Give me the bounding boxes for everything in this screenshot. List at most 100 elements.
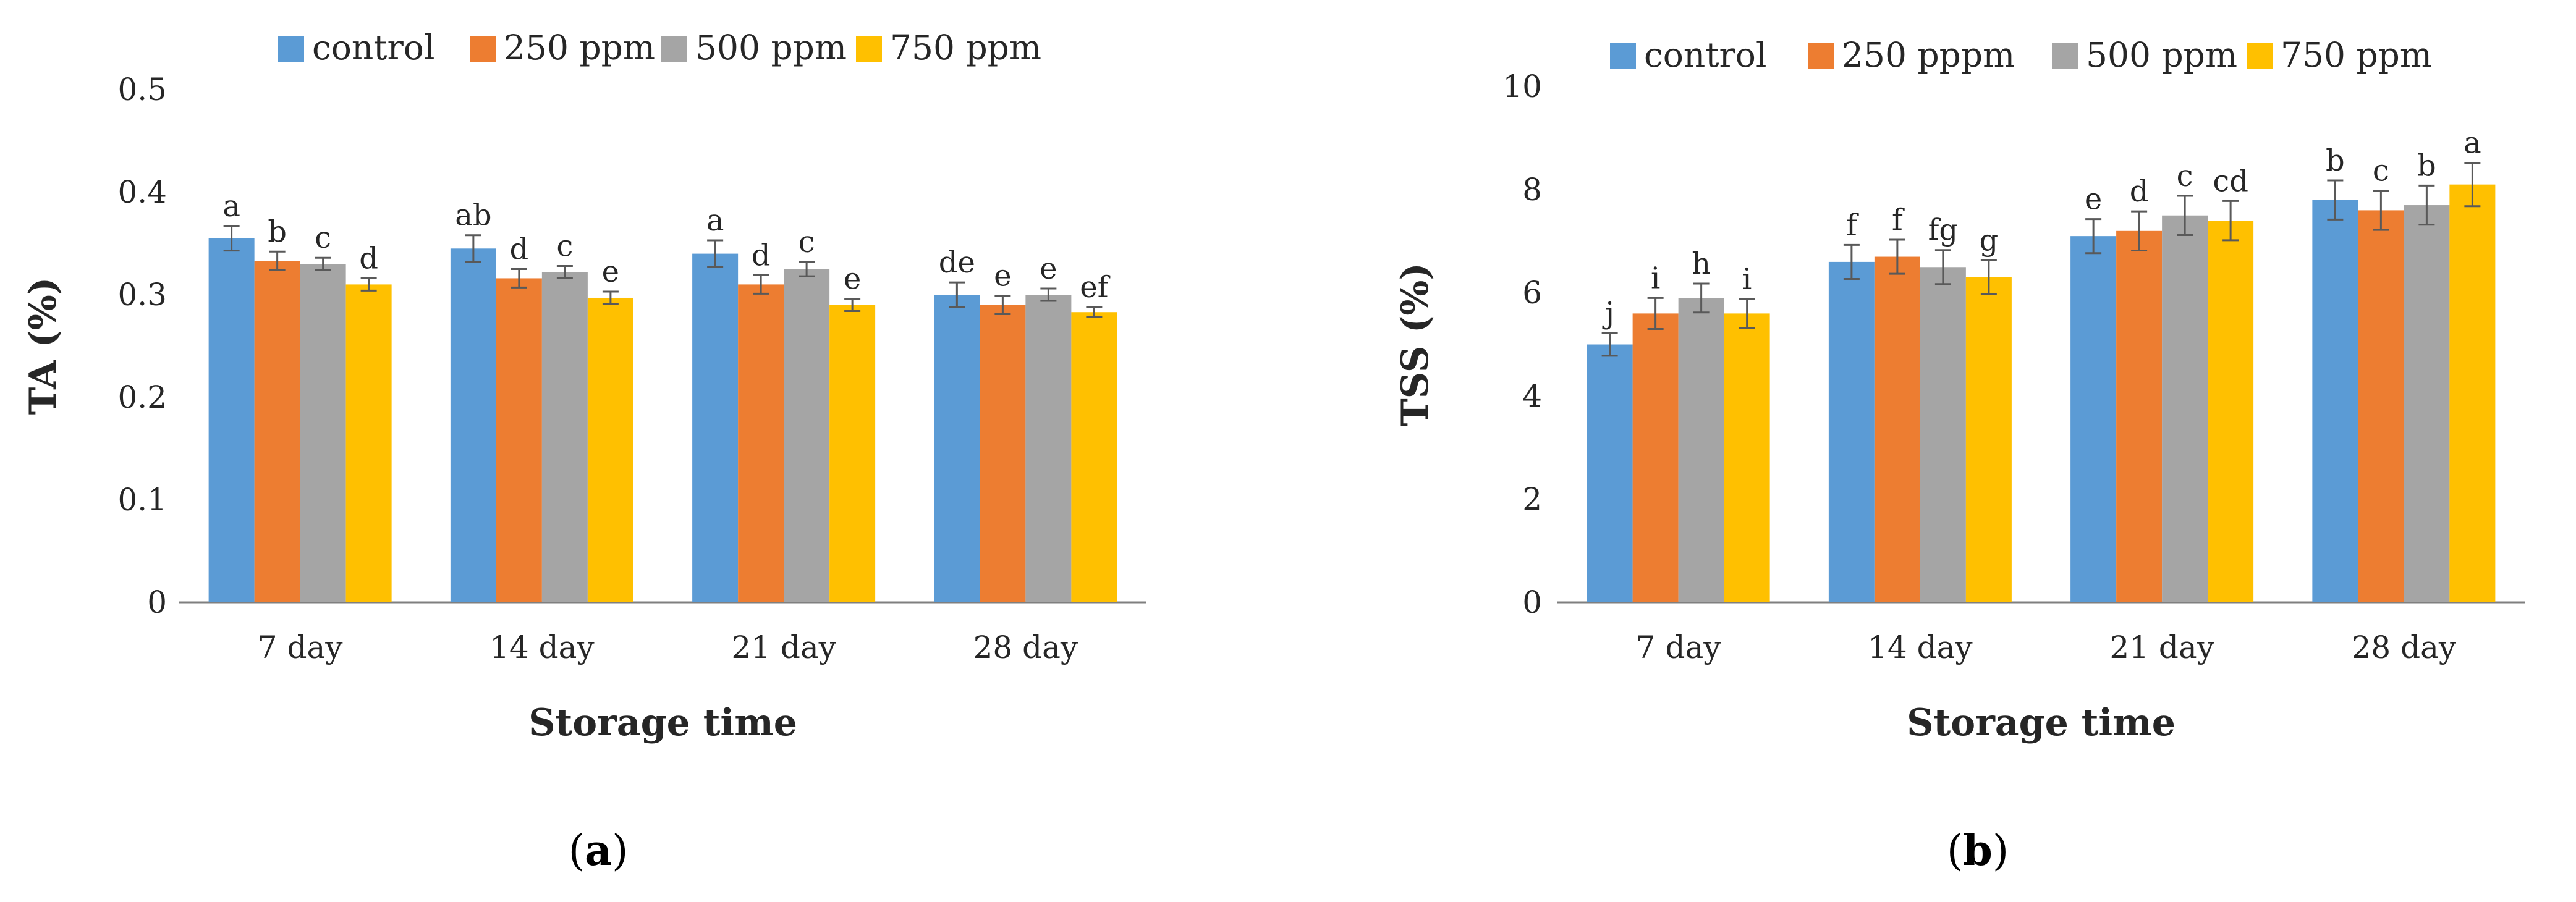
y-tick-label: 0.2	[117, 379, 167, 415]
y-tick-label: 0	[1522, 584, 1542, 620]
significance-label: f	[1892, 203, 1905, 237]
panel-label-b: (b)	[1947, 826, 2009, 875]
bar-750-ppm-21-day	[829, 305, 876, 602]
bar-250-ppm-28-day	[980, 305, 1026, 602]
x-tick-label: 7 day	[1636, 630, 1722, 665]
significance-label: a	[222, 189, 240, 224]
significance-label: e	[994, 259, 1011, 293]
panel-label-a: (a)	[568, 826, 628, 875]
bar-control-7-day	[208, 238, 255, 602]
significance-label: fg	[1928, 213, 1959, 248]
y-tick-label: 6	[1522, 275, 1542, 311]
bar-500-ppm-28-day	[2404, 205, 2450, 602]
x-tick-label: 28 day	[973, 630, 1078, 665]
y-tick-label: 4	[1522, 378, 1542, 414]
significance-label: b	[2326, 143, 2345, 178]
bar-control-28-day	[934, 295, 980, 602]
bar-500-ppm-28-day	[1025, 295, 1072, 602]
bar-500-ppm-21-day	[784, 269, 830, 602]
significance-label: c	[556, 229, 573, 264]
significance-label: c	[799, 225, 815, 259]
significance-label: e	[602, 255, 619, 289]
legend-label-750-ppm: 750 ppm	[2281, 35, 2432, 75]
bar-750-ppm-14-day	[587, 297, 633, 602]
significance-label: e	[1040, 251, 1057, 286]
significance-label: h	[1692, 247, 1711, 281]
legend-label-500-ppm: 500 ppm	[695, 28, 847, 67]
significance-label: f	[1846, 208, 1859, 242]
legend-swatch-750-ppm	[856, 36, 882, 62]
legend-label-250-ppm: 250 ppm	[504, 28, 655, 67]
significance-label: ab	[455, 198, 491, 233]
bar-control-28-day	[2312, 200, 2358, 602]
significance-label: j	[1602, 296, 1614, 331]
x-tick-label: 28 day	[2352, 630, 2457, 665]
legend-label-250-pppm: 250 pppm	[1842, 35, 2015, 75]
bar-750-ppm-28-day	[1071, 312, 1117, 602]
x-tick-label: 14 day	[489, 630, 595, 665]
legend-swatch-control	[1610, 43, 1636, 69]
bar-500-ppm-14-day	[541, 272, 588, 603]
significance-label: e	[2085, 182, 2102, 217]
significance-label: cd	[2213, 164, 2248, 198]
significance-label: d	[510, 232, 529, 267]
y-tick-label: 10	[1502, 69, 1542, 104]
bar-control-7-day	[1587, 344, 1633, 602]
y-tick-label: 8	[1522, 172, 1542, 208]
significance-label: i	[1651, 261, 1660, 295]
bar-250-pppm-21-day	[2116, 230, 2163, 602]
significance-label: i	[1742, 262, 1752, 297]
y-tick-label: 0.5	[117, 72, 167, 107]
significance-label: c	[2177, 159, 2193, 193]
bar-500-ppm-7-day	[300, 264, 346, 602]
significance-label: ef	[1080, 270, 1110, 305]
y-axis-title: TSS (%)	[1394, 263, 1437, 426]
bar-250-pppm-14-day	[1874, 256, 1920, 602]
x-tick-label: 7 day	[258, 630, 344, 665]
legend-swatch-250-pppm	[1808, 43, 1834, 69]
y-tick-label: 2	[1522, 481, 1542, 517]
bar-250-ppm-21-day	[738, 284, 784, 602]
significance-label: c	[315, 221, 331, 255]
bar-750-ppm-28-day	[2449, 184, 2496, 602]
significance-label: g	[1980, 223, 1999, 258]
y-axis-title: TA (%)	[22, 277, 65, 415]
legend-swatch-control	[278, 36, 304, 62]
bar-control-21-day	[692, 253, 739, 603]
significance-label: d	[359, 241, 378, 276]
bar-500-ppm-14-day	[1920, 267, 1966, 602]
legend-swatch-750-ppm	[2247, 43, 2273, 69]
x-tick-label: 21 day	[731, 630, 836, 665]
bar-250-pppm-28-day	[2358, 210, 2404, 602]
x-tick-label: 21 day	[2109, 630, 2214, 665]
legend-label-control: control	[312, 28, 434, 67]
bar-500-ppm-7-day	[1678, 298, 1724, 602]
bar-control-14-day	[450, 248, 496, 602]
bar-500-ppm-21-day	[2162, 215, 2208, 602]
legend-label-750-ppm: 750 ppm	[890, 28, 1041, 67]
bar-250-pppm-7-day	[1632, 313, 1679, 602]
y-tick-label: 0.4	[117, 174, 167, 210]
legend-swatch-250-ppm	[470, 36, 496, 62]
bar-250-ppm-7-day	[254, 261, 300, 603]
legend-swatch-500-ppm	[661, 36, 687, 62]
bar-750-ppm-21-day	[2208, 221, 2254, 603]
bar-control-21-day	[2070, 236, 2117, 602]
bar-250-ppm-14-day	[496, 278, 542, 602]
significance-label: de	[939, 245, 975, 280]
significance-label: e	[844, 262, 861, 297]
significance-label: a	[2464, 126, 2481, 161]
significance-label: a	[706, 203, 724, 238]
significance-label: d	[752, 238, 771, 272]
y-tick-label: 0.3	[117, 277, 167, 313]
significance-label: c	[2373, 154, 2389, 188]
x-axis-title: Storage time	[528, 701, 797, 744]
significance-label: d	[2130, 174, 2149, 209]
legend-label-control: control	[1644, 35, 1766, 75]
legend-swatch-500-ppm	[2052, 43, 2078, 69]
bar-750-ppm-14-day	[1965, 277, 2012, 602]
bar-750-ppm-7-day	[345, 284, 392, 602]
